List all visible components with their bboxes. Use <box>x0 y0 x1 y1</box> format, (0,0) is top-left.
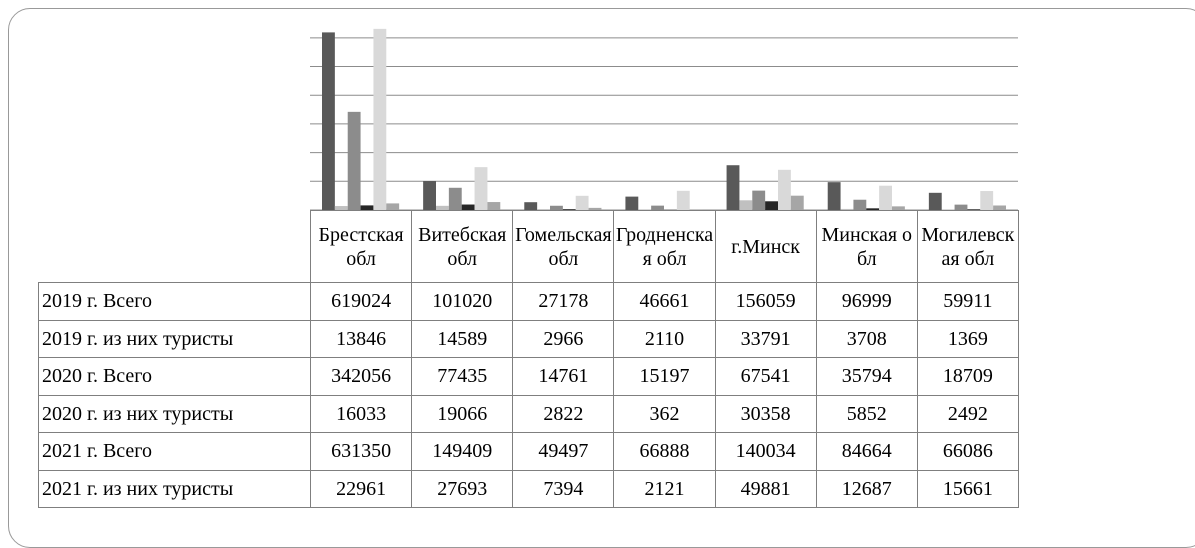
value-cell: 14761 <box>513 358 614 396</box>
bar <box>765 201 778 210</box>
value-cell: 101020 <box>412 283 513 321</box>
bar <box>348 112 361 210</box>
value-cell: 96999 <box>816 283 917 321</box>
value-cell: 15661 <box>917 470 1018 508</box>
value-cell: 362 <box>614 395 715 433</box>
bar <box>980 191 993 210</box>
value-cell: 66888 <box>614 433 715 471</box>
value-cell: 13846 <box>311 320 412 358</box>
blank-cell <box>39 211 311 283</box>
value-cell: 33791 <box>715 320 816 358</box>
category-label: Витебская обл <box>412 211 513 283</box>
bar <box>524 202 537 210</box>
bar <box>677 191 690 210</box>
value-cell: 15197 <box>614 358 715 396</box>
value-cell: 77435 <box>412 358 513 396</box>
value-cell: 49497 <box>513 433 614 471</box>
value-cell: 66086 <box>917 433 1018 471</box>
bar <box>373 29 386 210</box>
value-cell: 22961 <box>311 470 412 508</box>
category-label: г.Минск <box>715 211 816 283</box>
bar <box>752 191 765 210</box>
value-cell: 2822 <box>513 395 614 433</box>
value-cell: 16033 <box>311 395 412 433</box>
value-cell: 3708 <box>816 320 917 358</box>
bar <box>449 188 462 210</box>
bar <box>487 202 500 210</box>
legend-entry: 2019 г. из них туристы <box>39 320 311 358</box>
value-cell: 2121 <box>614 470 715 508</box>
bar <box>322 32 335 210</box>
value-cell: 156059 <box>715 283 816 321</box>
value-cell: 27178 <box>513 283 614 321</box>
legend-entry: 2020 г. из них туристы <box>39 395 311 433</box>
value-cell: 342056 <box>311 358 412 396</box>
value-cell: 619024 <box>311 283 412 321</box>
bar <box>423 181 436 210</box>
category-label: Минская обл <box>816 211 917 283</box>
value-cell: 140034 <box>715 433 816 471</box>
value-cell: 46661 <box>614 283 715 321</box>
value-cell: 1369 <box>917 320 1018 358</box>
value-cell: 19066 <box>412 395 513 433</box>
bar <box>853 200 866 210</box>
value-cell: 49881 <box>715 470 816 508</box>
value-cell: 2110 <box>614 320 715 358</box>
bar <box>791 196 804 210</box>
bar <box>739 200 752 210</box>
value-cell: 631350 <box>311 433 412 471</box>
value-cell: 30358 <box>715 395 816 433</box>
value-cell: 12687 <box>816 470 917 508</box>
value-cell: 2492 <box>917 395 1018 433</box>
category-label: Гродненская обл <box>614 211 715 283</box>
value-cell: 2966 <box>513 320 614 358</box>
bar <box>576 196 589 210</box>
legend-entry: 2021 г. из них туристы <box>39 470 311 508</box>
value-cell: 59911 <box>917 283 1018 321</box>
value-cell: 84664 <box>816 433 917 471</box>
value-cell: 35794 <box>816 358 917 396</box>
value-cell: 7394 <box>513 470 614 508</box>
legend-entry: 2019 г. Всего <box>39 283 311 321</box>
legend-entry: 2020 г. Всего <box>39 358 311 396</box>
category-label: Могилевская обл <box>917 211 1018 283</box>
value-cell: 14589 <box>412 320 513 358</box>
bar <box>386 203 399 210</box>
value-cell: 5852 <box>816 395 917 433</box>
bar <box>778 170 791 210</box>
value-cell: 18709 <box>917 358 1018 396</box>
value-cell: 67541 <box>715 358 816 396</box>
category-label: Брестская обл <box>311 211 412 283</box>
bar <box>879 186 892 210</box>
category-label: Гомельская обл <box>513 211 614 283</box>
bar <box>475 167 488 210</box>
bar <box>828 182 841 210</box>
legend-entry: 2021 г. Всего <box>39 433 311 471</box>
bar <box>727 165 740 210</box>
value-cell: 27693 <box>412 470 513 508</box>
bar <box>929 193 942 210</box>
value-cell: 149409 <box>412 433 513 471</box>
bar <box>625 197 638 210</box>
